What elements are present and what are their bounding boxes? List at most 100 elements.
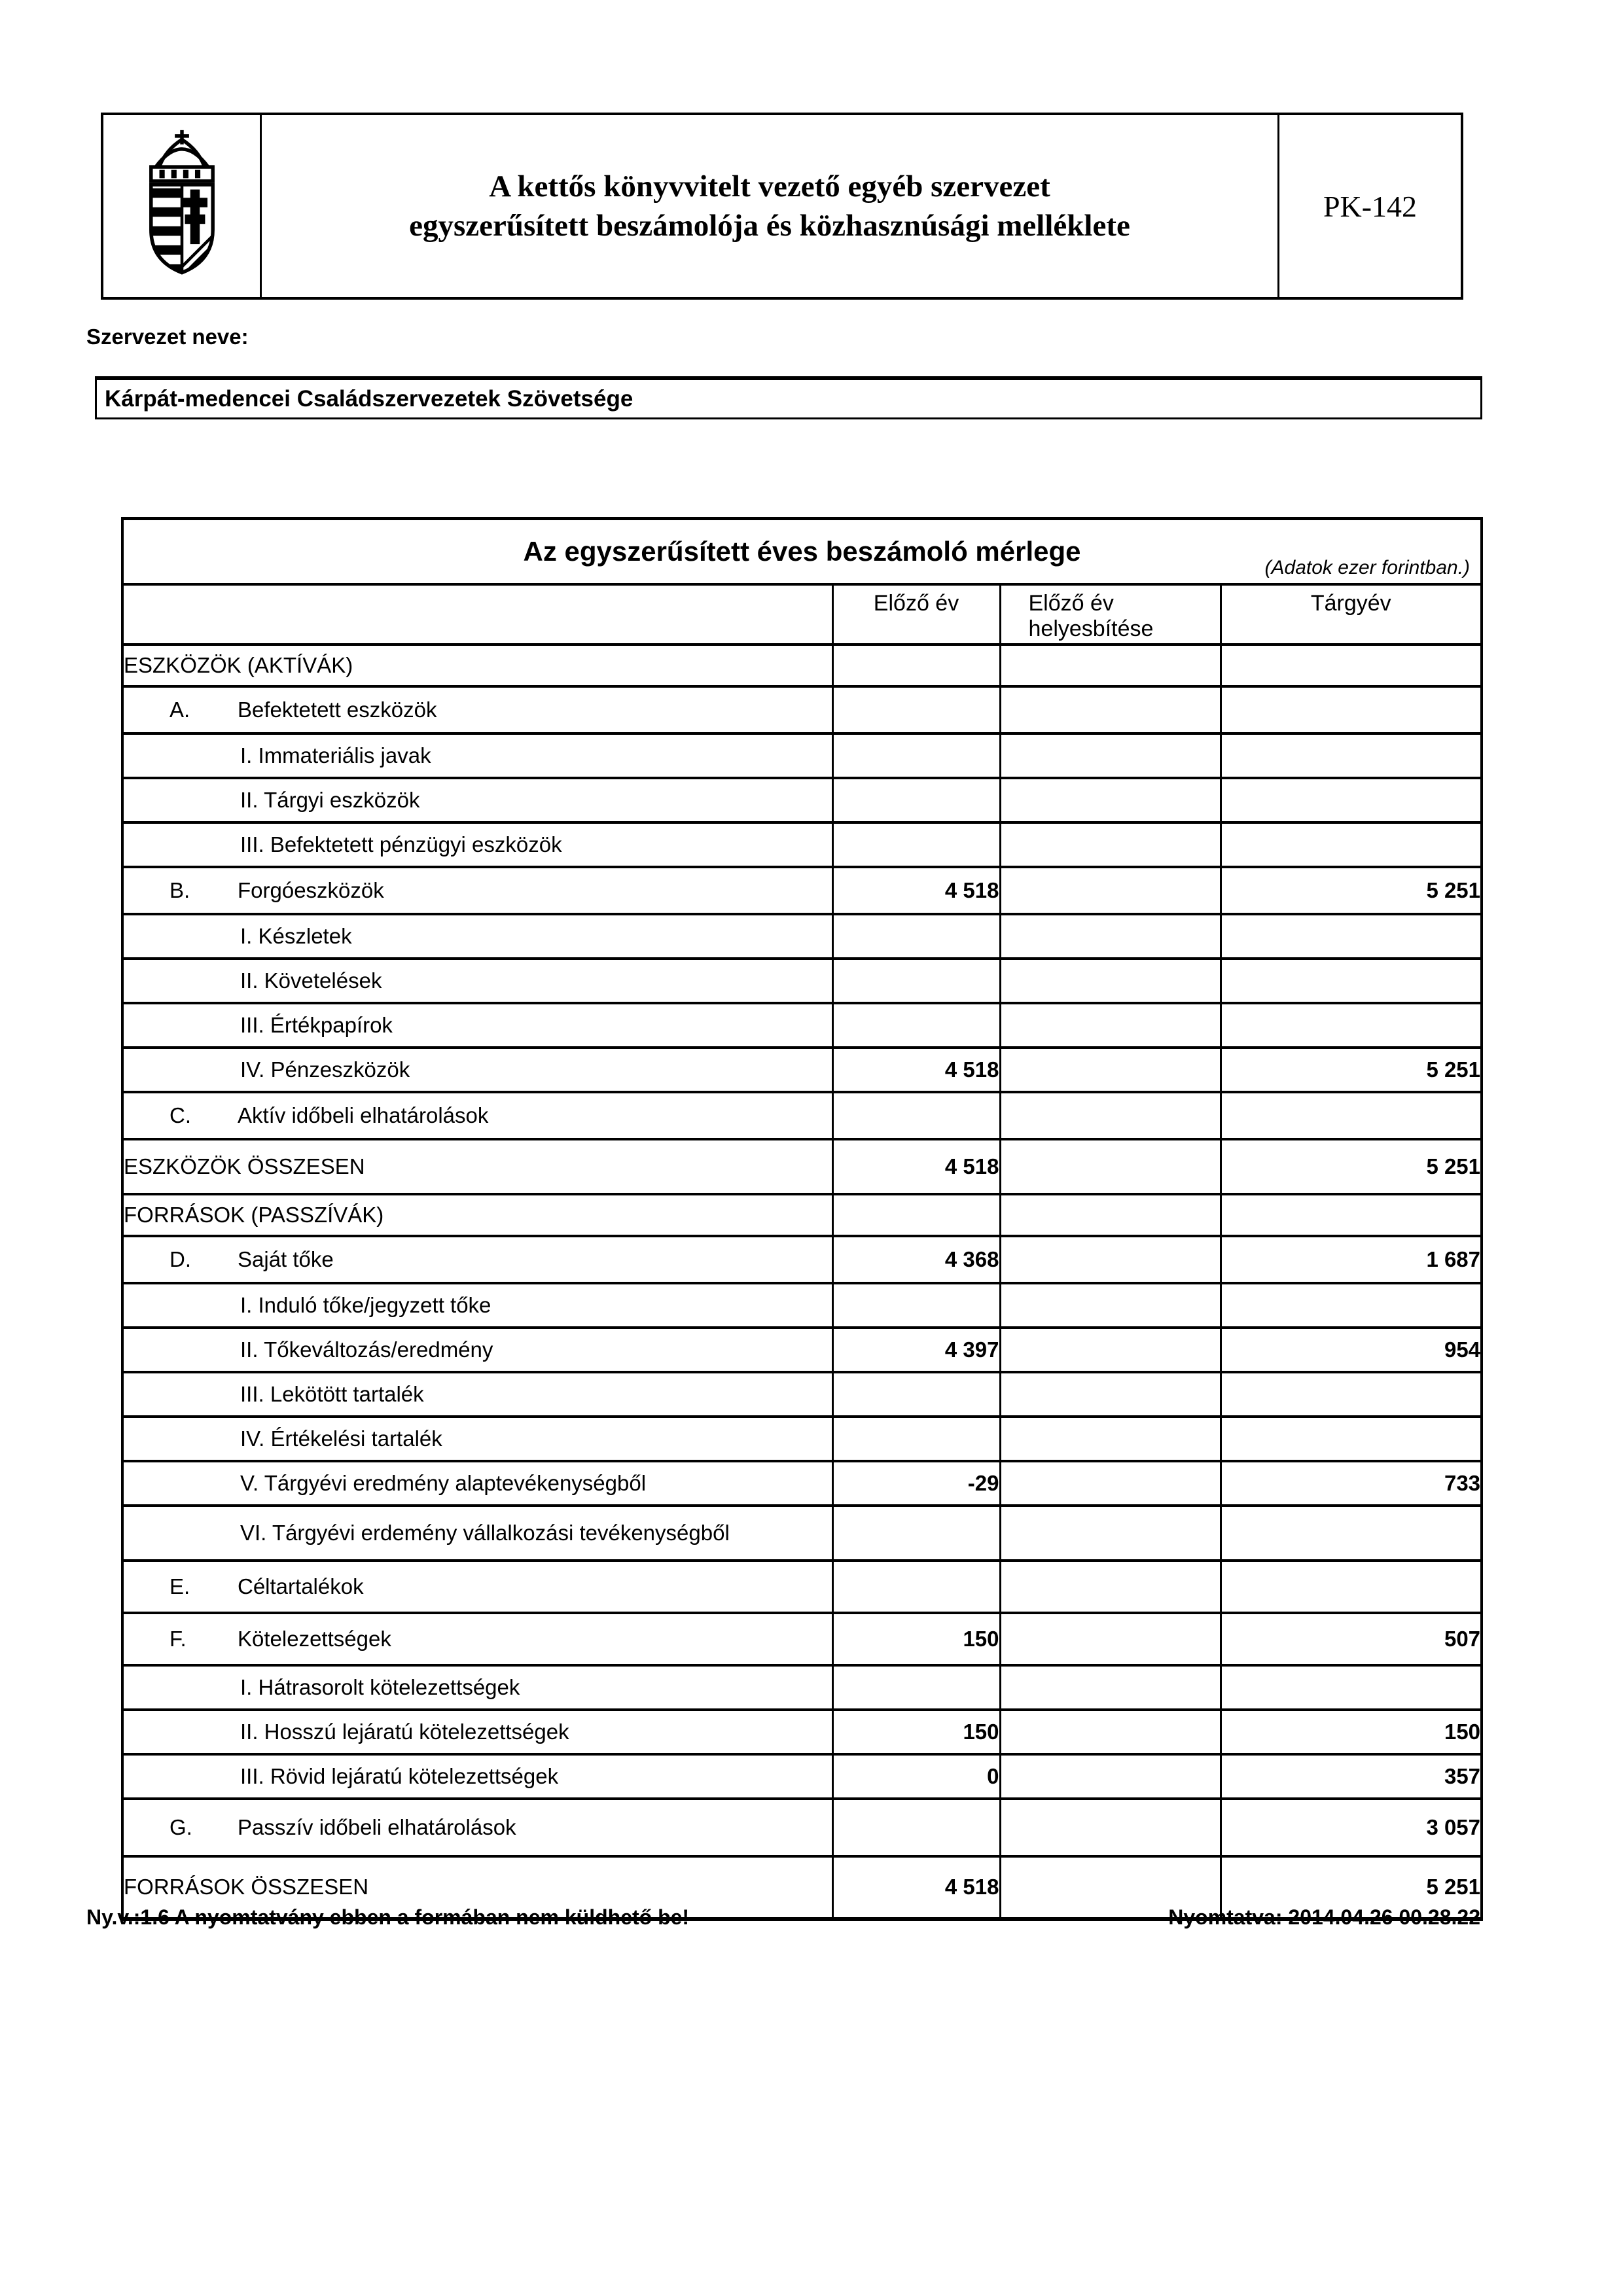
- row-label-cell: C. Aktív időbeli elhatárolások: [121, 1090, 834, 1140]
- table-title-cell: Az egyszerűsített éves beszámoló mérlege…: [121, 517, 1483, 586]
- table-row: II. Követelések: [121, 957, 1483, 1004]
- current-year-value: 3 057: [1219, 1797, 1483, 1858]
- current-year-value: 1 687: [1219, 1234, 1483, 1284]
- row-label-cell: ESZKÖZÖK (AKTÍVÁK): [121, 643, 834, 688]
- prev-year-value: 4 518: [831, 1046, 1001, 1093]
- prev-year-value: [831, 643, 1001, 688]
- prev-year-adjustment-value: [999, 1370, 1222, 1418]
- prev-year-adjustment-value: [999, 1752, 1222, 1800]
- org-name-label: Szervezet neve:: [86, 325, 249, 349]
- current-year-value: 5 251: [1219, 865, 1483, 915]
- prev-year-value: 4 397: [831, 1326, 1001, 1373]
- form-header: A kettős könyvvitelt vezető egyéb szerve…: [101, 113, 1463, 300]
- balance-table-body: ESZKÖZÖK (AKTÍVÁK) A. Befektetett eszközök…: [121, 643, 1483, 1920]
- current-year-value: 150: [1219, 1708, 1483, 1756]
- row-label-cell: II. Tárgyi eszközök: [121, 776, 834, 824]
- row-label-cell: VI. Tárgyévi erdemény vállalkozási tevék…: [121, 1504, 834, 1562]
- org-name-value: Kárpát-medencei Családszervezetek Szövet…: [105, 385, 633, 412]
- table-row: I. Induló tőke/jegyzett tőke: [121, 1281, 1483, 1329]
- prev-year-value: [831, 1001, 1001, 1049]
- table-header-row: Előző év Előző év helyesbítése Tárgyév: [121, 582, 1483, 646]
- current-year-value: [1219, 1559, 1483, 1614]
- row-letter: F.: [169, 1626, 187, 1651]
- current-year-value: [1219, 1504, 1483, 1562]
- prev-year-value: -29: [831, 1459, 1001, 1507]
- row-label: Befektetett eszközök: [238, 697, 437, 722]
- prev-year-value: [831, 1559, 1001, 1614]
- table-row: I. Hátrasorolt kötelezettségek: [121, 1663, 1483, 1711]
- row-label-cell: III. Rövid lejáratú kötelezettségek: [121, 1752, 834, 1800]
- current-year-value: [1219, 1001, 1483, 1049]
- row-label: Aktív időbeli elhatárolások: [238, 1103, 489, 1127]
- column-header-prev-year: Előző év: [831, 582, 1001, 646]
- row-label-cell: D. Saját tőke: [121, 1234, 834, 1284]
- current-year-value: [1219, 1281, 1483, 1329]
- table-row: F. Kötelezettségek 150 507: [121, 1611, 1483, 1667]
- prev-year-adjustment-value: [999, 732, 1222, 779]
- prev-year-value: 150: [831, 1708, 1001, 1756]
- table-row: V. Tárgyévi eredmény alaptevékenységből -…: [121, 1459, 1483, 1507]
- prev-year-adjustment-value: [999, 1326, 1222, 1373]
- prev-year-adjustment-value: [999, 1708, 1222, 1756]
- form-title: A kettős könyvvitelt vezető egyéb szerve…: [262, 115, 1279, 297]
- prev-year-value: [831, 1192, 1001, 1237]
- table-row: VI. Tárgyévi erdemény vállalkozási tevék…: [121, 1504, 1483, 1562]
- current-year-value: 5 251: [1219, 1854, 1483, 1920]
- row-label-cell: II. Tőkeváltozás/eredmény: [121, 1326, 834, 1373]
- current-year-value: 5 251: [1219, 1046, 1483, 1093]
- prev-year-value: [831, 957, 1001, 1004]
- prev-year-adjustment-value: [999, 1046, 1222, 1093]
- row-label-cell: A. Befektetett eszközök: [121, 684, 834, 735]
- row-label-cell: III. Lekötött tartalék: [121, 1370, 834, 1418]
- prev-year-adjustment-value: [999, 1611, 1222, 1667]
- current-year-value: [1219, 912, 1483, 960]
- prev-year-value: [831, 1797, 1001, 1858]
- prev-year-value: [831, 1663, 1001, 1711]
- row-letter: A.: [169, 697, 190, 722]
- prev-year-value: 4 368: [831, 1234, 1001, 1284]
- row-letter: B.: [169, 877, 190, 902]
- row-label-cell: I. Hátrasorolt kötelezettségek: [121, 1663, 834, 1711]
- prev-year-adjustment-value: [999, 1663, 1222, 1711]
- table-row: A. Befektetett eszközök: [121, 684, 1483, 735]
- prev-year-adjustment-value: [999, 821, 1222, 868]
- table-row: G. Passzív időbeli elhatárolások 3 057: [121, 1797, 1483, 1858]
- prev-year-adjustment-value: [999, 1234, 1222, 1284]
- current-year-value: [1219, 643, 1483, 688]
- row-label-cell: II. Hosszú lejáratú kötelezettségek: [121, 1708, 834, 1756]
- prev-year-adjustment-value: [999, 1459, 1222, 1507]
- row-label: Forgóeszközök: [238, 877, 384, 902]
- prev-year-value: 4 518: [831, 1854, 1001, 1920]
- current-year-value: 357: [1219, 1752, 1483, 1800]
- row-letter: G.: [169, 1814, 192, 1839]
- row-label-cell: IV. Pénzeszközök: [121, 1046, 834, 1093]
- current-year-value: 507: [1219, 1611, 1483, 1667]
- current-year-value: 954: [1219, 1326, 1483, 1373]
- prev-year-value: [831, 1281, 1001, 1329]
- table-row: II. Tárgyi eszközök: [121, 776, 1483, 824]
- prev-year-adjustment-value: [999, 1415, 1222, 1462]
- prev-year-adjustment-value: [999, 912, 1222, 960]
- page-footer: Ny.v.:1.6 A nyomtatvány ebben a formában…: [86, 1905, 1480, 1930]
- current-year-value: [1219, 1090, 1483, 1140]
- table-row: B. Forgóeszközök 4 518 5 251: [121, 865, 1483, 915]
- prev-year-value: [831, 1370, 1001, 1418]
- form-title-line2: egyszerűsített beszámolója és közhasznús…: [409, 209, 1130, 243]
- table-row: FORRÁSOK (PASSZÍVÁK): [121, 1192, 1483, 1237]
- unit-note: (Adatok ezer forintban.): [1264, 556, 1471, 578]
- prev-year-value: [831, 684, 1001, 735]
- form-code: PK-142: [1323, 189, 1418, 223]
- row-label-cell: FORRÁSOK (PASSZÍVÁK): [121, 1192, 834, 1237]
- row-label-cell: III. Befektetett pénzügyi eszközök: [121, 821, 834, 868]
- column-header-prev-year-adjustment: Előző év helyesbítése: [999, 582, 1222, 646]
- table-row: ESZKÖZÖK (AKTÍVÁK): [121, 643, 1483, 688]
- prev-year-value: 150: [831, 1611, 1001, 1667]
- current-year-value: 733: [1219, 1459, 1483, 1507]
- table-title-row: Az egyszerűsített éves beszámoló mérlege…: [121, 517, 1483, 586]
- prev-year-adjustment-value: [999, 643, 1222, 688]
- prev-year-value: [831, 776, 1001, 824]
- row-label-cell: ESZKÖZÖK ÖSSZESEN: [121, 1137, 834, 1195]
- row-label-cell: F. Kötelezettségek: [121, 1611, 834, 1667]
- row-label-cell: B. Forgóeszközök: [121, 865, 834, 915]
